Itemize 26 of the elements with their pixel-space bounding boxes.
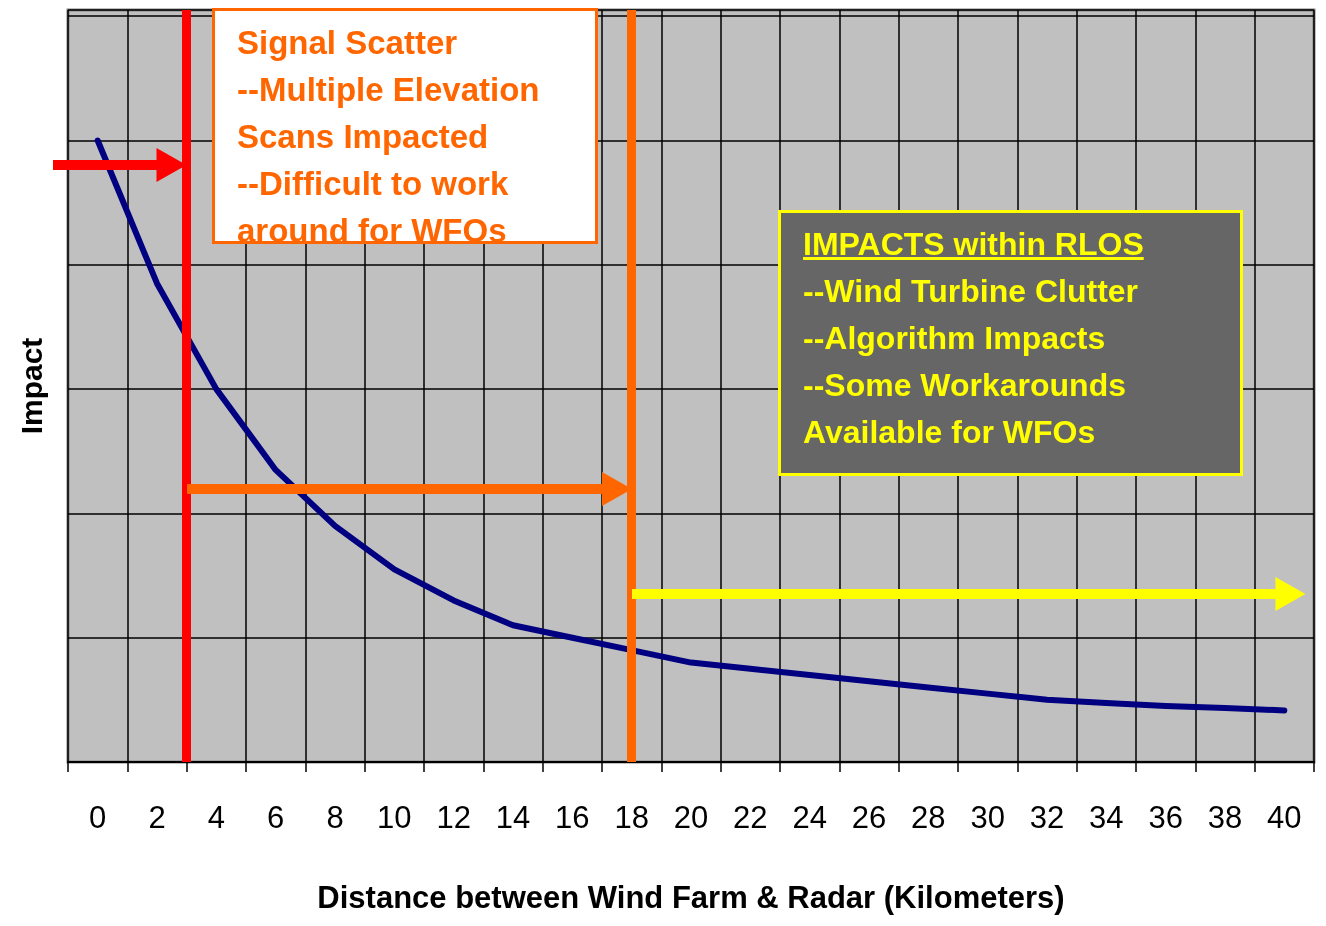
x-tick-label: 32: [1029, 800, 1065, 835]
annotation: IMPACTS within RLOS --Wind Turbine Clutter --Algorithm Impacts --Some Workarounds Available for WFOs: [803, 225, 1145, 452]
x-axis-title: Distance between Wind Farm & Radar (Kilometers): [317, 880, 1065, 915]
x-tick-label: 10: [377, 800, 412, 835]
y-axis-title: Impact: [14, 337, 48, 435]
x-tick-label: 12: [436, 800, 471, 835]
x-tick-label: 6: [267, 800, 285, 835]
x-tick-label: 8: [326, 800, 344, 835]
callout-box: IMPACTS within RLOS --Wind Turbine Clutter --Algorithm Impacts --Some Workarounds Available for WFOs: [778, 210, 1243, 476]
x-tick-label: 4: [207, 800, 225, 835]
x-tick-label: 0: [89, 800, 107, 835]
x-tick-label: 26: [851, 800, 887, 835]
x-tick-label: 22: [733, 800, 768, 835]
x-tick-label: 34: [1089, 800, 1124, 835]
x-tick-label: 14: [495, 800, 531, 835]
x-tick-label: 36: [1148, 800, 1183, 835]
x-tick-label: 18: [614, 800, 649, 835]
callout-box: Signal Scatter --Multiple Elevation Scans Impacted --Difficult to work around for WFOs: [212, 8, 598, 244]
x-tick-label: 16: [555, 800, 590, 835]
x-tick-label: 2: [148, 800, 166, 835]
x-tick-label: 30: [970, 800, 1005, 835]
x-tick-label: 28: [911, 800, 946, 835]
x-tick-label: 24: [792, 800, 827, 835]
x-tick-label: 38: [1207, 800, 1243, 835]
x-tick-label: 20: [673, 800, 709, 835]
x-tick-label: 40: [1267, 800, 1302, 835]
